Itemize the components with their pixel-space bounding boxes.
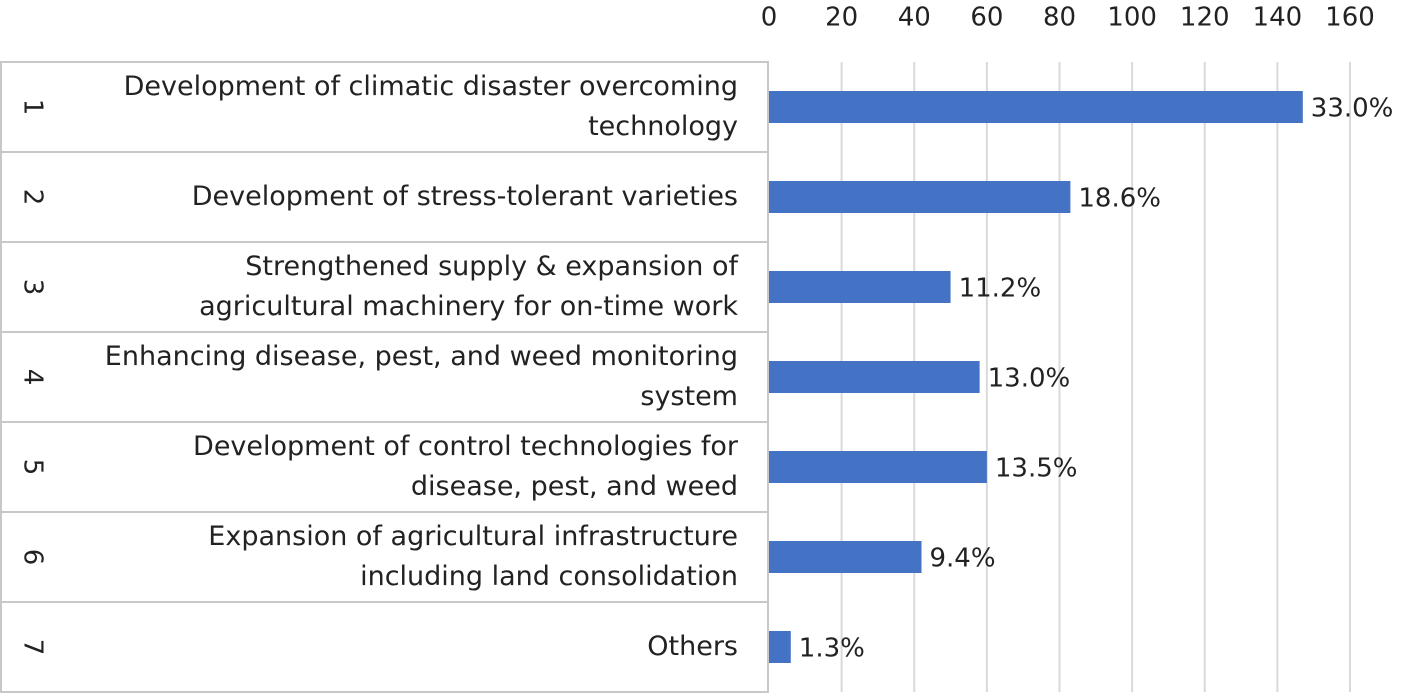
x-tick-label: 40 <box>898 3 931 33</box>
bar <box>769 181 1071 213</box>
x-tick-label: 120 <box>1180 3 1230 33</box>
data-label: 18.6% <box>1078 184 1161 214</box>
row-number: 6 <box>18 549 48 566</box>
row-number: 5 <box>18 459 48 476</box>
data-label: 11.2% <box>959 274 1042 304</box>
category-label: Development of stress-tolerant varieties <box>191 181 738 212</box>
row-number: 3 <box>18 279 48 296</box>
x-tick-label: 80 <box>1043 3 1076 33</box>
row-number: 4 <box>18 369 48 386</box>
x-tick-label: 100 <box>1107 3 1157 33</box>
category-label: Development of climatic disaster overcom… <box>123 71 738 142</box>
bar <box>769 541 922 573</box>
row-number: 7 <box>18 639 48 656</box>
bar <box>769 271 951 303</box>
row-number: 2 <box>18 189 48 206</box>
data-label: 33.0% <box>1311 94 1394 124</box>
data-label: 1.3% <box>799 634 865 664</box>
category-label: Development of control technologies for … <box>193 431 738 502</box>
data-label: 13.5% <box>995 454 1078 484</box>
x-tick-label: 60 <box>970 3 1003 33</box>
x-tick-label: 20 <box>825 3 858 33</box>
bar <box>769 361 980 393</box>
x-tick-label: 0 <box>761 3 778 33</box>
category-label: Expansion of agricultural infrastructure… <box>208 521 738 592</box>
bar <box>769 91 1303 123</box>
bar <box>769 631 791 663</box>
bar <box>769 451 987 483</box>
category-label: Enhancing disease, pest, and weed monito… <box>104 341 738 412</box>
row-number: 1 <box>18 99 48 116</box>
category-label: Strengthened supply & expansion of agric… <box>199 251 738 322</box>
category-label: Others <box>647 631 738 662</box>
x-tick-label: 160 <box>1325 3 1375 33</box>
data-label: 13.0% <box>988 364 1071 394</box>
x-tick-label: 140 <box>1253 3 1303 33</box>
data-label: 9.4% <box>930 544 996 574</box>
